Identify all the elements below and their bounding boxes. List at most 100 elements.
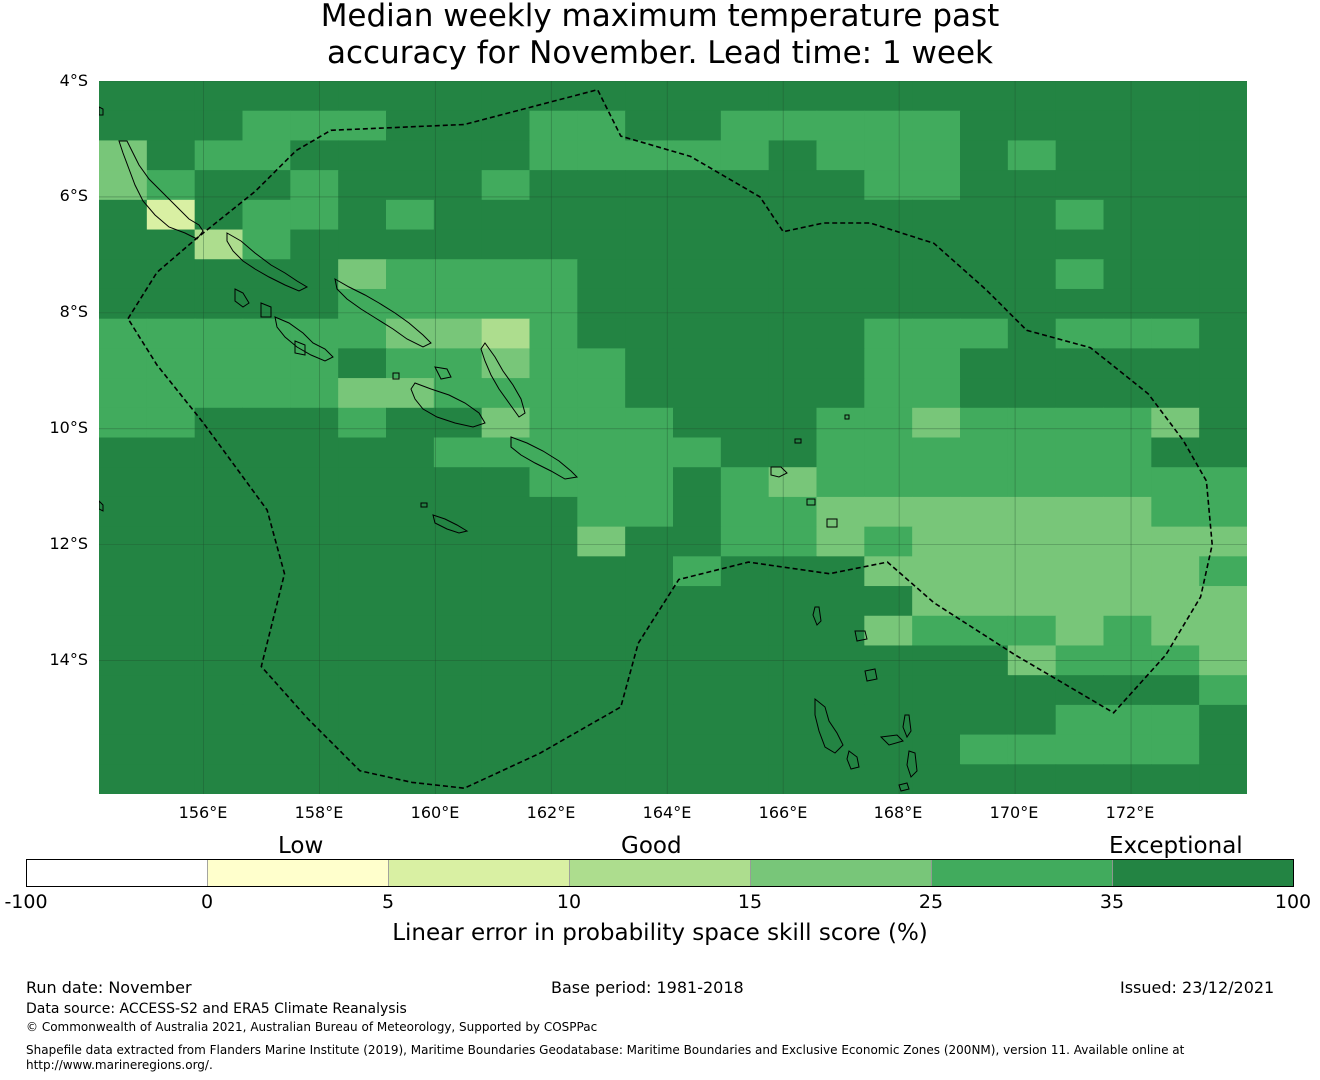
skill-cell bbox=[242, 170, 291, 201]
skill-cell bbox=[242, 259, 291, 290]
skill-cell bbox=[290, 81, 339, 112]
skill-cell bbox=[720, 170, 770, 201]
skill-cell bbox=[194, 467, 244, 498]
skill-cell bbox=[529, 318, 578, 349]
coastline-bellona bbox=[420, 502, 428, 508]
skill-cell bbox=[1151, 81, 1200, 112]
skill-cell bbox=[529, 170, 578, 201]
skill-cell bbox=[912, 437, 961, 468]
skill-cell bbox=[194, 734, 244, 765]
skill-cell bbox=[816, 407, 865, 439]
skill-cell bbox=[1199, 259, 1247, 290]
skill-cell bbox=[720, 526, 770, 557]
skill-cell bbox=[194, 437, 244, 468]
skill-cell bbox=[481, 526, 531, 557]
skill-cell bbox=[242, 348, 291, 379]
skill-cell bbox=[290, 526, 339, 557]
skill-cell bbox=[481, 467, 531, 498]
skill-cell bbox=[194, 378, 244, 409]
skill-cell bbox=[673, 586, 722, 617]
skill-cell bbox=[673, 348, 722, 379]
skill-cell bbox=[960, 199, 1009, 231]
skill-cell bbox=[864, 556, 913, 587]
skill-cell bbox=[529, 407, 578, 439]
skill-cell bbox=[242, 318, 291, 349]
skill-cell bbox=[1103, 615, 1152, 647]
skill-cell bbox=[433, 318, 483, 349]
coastline-vella-lavella bbox=[234, 288, 250, 308]
skill-cell bbox=[768, 378, 818, 409]
skill-cell bbox=[338, 556, 387, 587]
lat-label-12s: 12°S bbox=[49, 534, 88, 553]
skill-cell bbox=[625, 140, 674, 171]
skill-cell bbox=[768, 764, 818, 794]
copyright: © Commonwealth of Australia 2021, Austra… bbox=[26, 1020, 598, 1034]
skill-cell bbox=[912, 675, 961, 706]
skill-cell bbox=[673, 496, 722, 528]
skill-cell bbox=[1055, 704, 1105, 736]
skill-cell bbox=[433, 170, 483, 201]
skill-cell bbox=[433, 378, 483, 409]
skill-cell bbox=[338, 318, 387, 349]
skill-cell bbox=[146, 556, 196, 587]
skill-cell bbox=[768, 496, 818, 528]
skill-cell bbox=[768, 110, 818, 142]
skill-cell bbox=[577, 81, 626, 112]
skill-cell bbox=[673, 437, 722, 468]
skill-cell bbox=[816, 229, 865, 260]
cb-tick-0: 0 bbox=[200, 891, 214, 913]
skill-cell bbox=[864, 526, 913, 557]
skill-cell bbox=[194, 81, 244, 112]
skill-cell bbox=[1199, 318, 1247, 349]
skill-cell bbox=[386, 675, 435, 706]
skill-cell bbox=[194, 704, 244, 736]
skill-cell bbox=[1103, 288, 1152, 320]
skill-cell bbox=[1103, 437, 1152, 468]
skill-cell bbox=[338, 675, 387, 706]
skill-cell bbox=[1151, 615, 1200, 647]
skill-cell bbox=[1151, 526, 1200, 557]
skill-cell bbox=[1151, 467, 1200, 498]
skill-cell bbox=[290, 586, 339, 617]
lat-label-14s: 14°S bbox=[49, 650, 88, 669]
skill-cell bbox=[386, 199, 435, 231]
skill-cell bbox=[1151, 496, 1200, 528]
skill-cell bbox=[99, 110, 148, 142]
skill-cell bbox=[481, 140, 531, 171]
skill-cell bbox=[242, 526, 291, 557]
skill-cell bbox=[1007, 467, 1057, 498]
skill-cell bbox=[816, 704, 865, 736]
lon-label-168e: 168°E bbox=[873, 803, 923, 822]
skill-cell bbox=[768, 81, 818, 112]
skill-cell bbox=[99, 407, 148, 439]
skill-cell bbox=[1055, 318, 1105, 349]
skill-cell bbox=[816, 199, 865, 231]
skill-cell bbox=[290, 229, 339, 260]
skill-cell bbox=[99, 199, 148, 231]
skill-cell bbox=[816, 259, 865, 290]
skill-cell bbox=[720, 199, 770, 231]
skill-cell bbox=[529, 556, 578, 587]
skill-cell bbox=[720, 259, 770, 290]
skill-cell bbox=[816, 378, 865, 409]
skill-cell bbox=[720, 437, 770, 468]
skill-cell bbox=[529, 259, 578, 290]
colorbar-label: Linear error in probability space skill … bbox=[392, 920, 928, 946]
skill-cell bbox=[1055, 199, 1105, 231]
skill-cell bbox=[529, 288, 578, 320]
skill-cell bbox=[960, 734, 1009, 765]
skill-cell bbox=[338, 704, 387, 736]
skill-cell bbox=[386, 259, 435, 290]
lon-label-156e: 156°E bbox=[178, 803, 228, 822]
skill-cell bbox=[720, 140, 770, 171]
skill-cell bbox=[386, 229, 435, 260]
skill-cell bbox=[338, 734, 387, 765]
skill-cell bbox=[242, 199, 291, 231]
skill-cell bbox=[146, 318, 196, 349]
skill-cell bbox=[768, 318, 818, 349]
skill-cell bbox=[1055, 586, 1105, 617]
skill-cell bbox=[1199, 170, 1247, 201]
skill-cell bbox=[290, 675, 339, 706]
skill-cell bbox=[960, 496, 1009, 528]
skill-cell bbox=[1055, 378, 1105, 409]
